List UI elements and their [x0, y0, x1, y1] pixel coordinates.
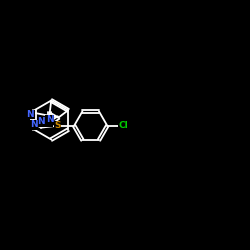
Text: Cl: Cl	[118, 121, 128, 130]
Text: N: N	[26, 110, 34, 119]
Text: N: N	[46, 115, 54, 124]
Text: N: N	[30, 120, 38, 129]
Text: S: S	[54, 121, 61, 130]
Text: NH: NH	[37, 117, 52, 126]
